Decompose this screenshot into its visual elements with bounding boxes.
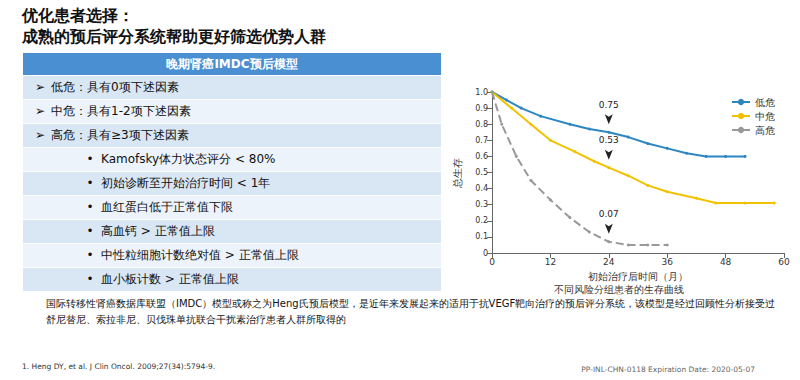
svg-text:48: 48: [720, 257, 732, 267]
svg-text:0.07: 0.07: [599, 209, 619, 219]
svg-text:0: 0: [483, 249, 488, 258]
svg-text:0.9: 0.9: [475, 104, 488, 113]
svg-text:0.53: 0.53: [599, 135, 619, 145]
html-text:血红蛋白低于正常值下限: 血红蛋白低于正常值下限: [101, 200, 233, 214]
svg-text:高危: 高危: [755, 125, 775, 136]
svg-text:初始治疗后时间（月）: 初始治疗后时间（月）: [588, 271, 688, 282]
html-text:PP-INL-CHN-0118 Expiration Dat: PP-INL-CHN-0118 Expiration Date: 2020-05…: [581, 365, 755, 374]
svg-text:0.3: 0.3: [475, 200, 488, 209]
html-text:优化患者选择：: 优化患者选择：: [22, 6, 134, 25]
svg-text:低危: 低危: [755, 97, 775, 108]
svg-text:12: 12: [545, 257, 556, 267]
html-text:高危：具有≥3项下述因素: 高危：具有≥3项下述因素: [51, 128, 189, 142]
svg-text:24: 24: [603, 257, 615, 267]
html-text:1. Heng DY, et al. J Clin Onco: 1. Heng DY, et al. J Clin Oncol. 2009;27…: [22, 362, 216, 371]
svg-text:0.7: 0.7: [475, 136, 488, 145]
svg-text:不同风险分组患者的生存曲线: 不同风险分组患者的生存曲线: [554, 284, 684, 295]
svg-text:中危: 中危: [755, 111, 775, 122]
svg-text:0.4: 0.4: [475, 184, 488, 193]
svg-text:0: 0: [489, 257, 495, 267]
svg-text:0.2: 0.2: [475, 216, 488, 225]
svg-text:0.8: 0.8: [475, 120, 488, 129]
html-text:国际转移性肾癌数据库联盟（IMDC）模型或称之为Heng氏预: 国际转移性肾癌数据库联盟（IMDC）模型或称之为Heng氏预后模型，是近年来发展…: [46, 298, 776, 325]
svg-text:60: 60: [778, 257, 790, 267]
html-text:中危：具有1-2项下述因素: 中危：具有1-2项下述因素: [51, 104, 191, 118]
svg-text:1.0: 1.0: [475, 88, 488, 97]
html-text:初始诊断至开始治疗时间 < 1年: 初始诊断至开始治疗时间 < 1年: [101, 176, 271, 190]
svg-text:0.6: 0.6: [475, 152, 488, 161]
html-text:血小板计数 > 正常值上限: 血小板计数 > 正常值上限: [101, 272, 239, 286]
html-text:低危：具有0项下述因素: 低危：具有0项下述因素: [51, 80, 179, 94]
html-text:晚期肾癌IMDC预后模型: 晚期肾癌IMDC预后模型: [166, 56, 298, 71]
html-text:Kamofsky体力状态评分 < 80%: Kamofsky体力状态评分 < 80%: [101, 152, 276, 166]
svg-text:0.1: 0.1: [475, 232, 488, 241]
svg-text:0.5: 0.5: [475, 168, 488, 177]
html-text:中性粒细胞计数绝对值 > 正常值上限: 中性粒细胞计数绝对值 > 正常值上限: [101, 248, 299, 262]
html-text:成熟的预后评分系统帮助更好筛选优势人群: 成熟的预后评分系统帮助更好筛选优势人群: [22, 27, 326, 46]
html-text:高血钙 > 正常值上限: 高血钙 > 正常值上限: [101, 224, 215, 238]
svg-text:36: 36: [661, 257, 673, 267]
svg-text:总生存: 总生存: [452, 158, 463, 189]
svg-text:0.75: 0.75: [599, 100, 619, 110]
